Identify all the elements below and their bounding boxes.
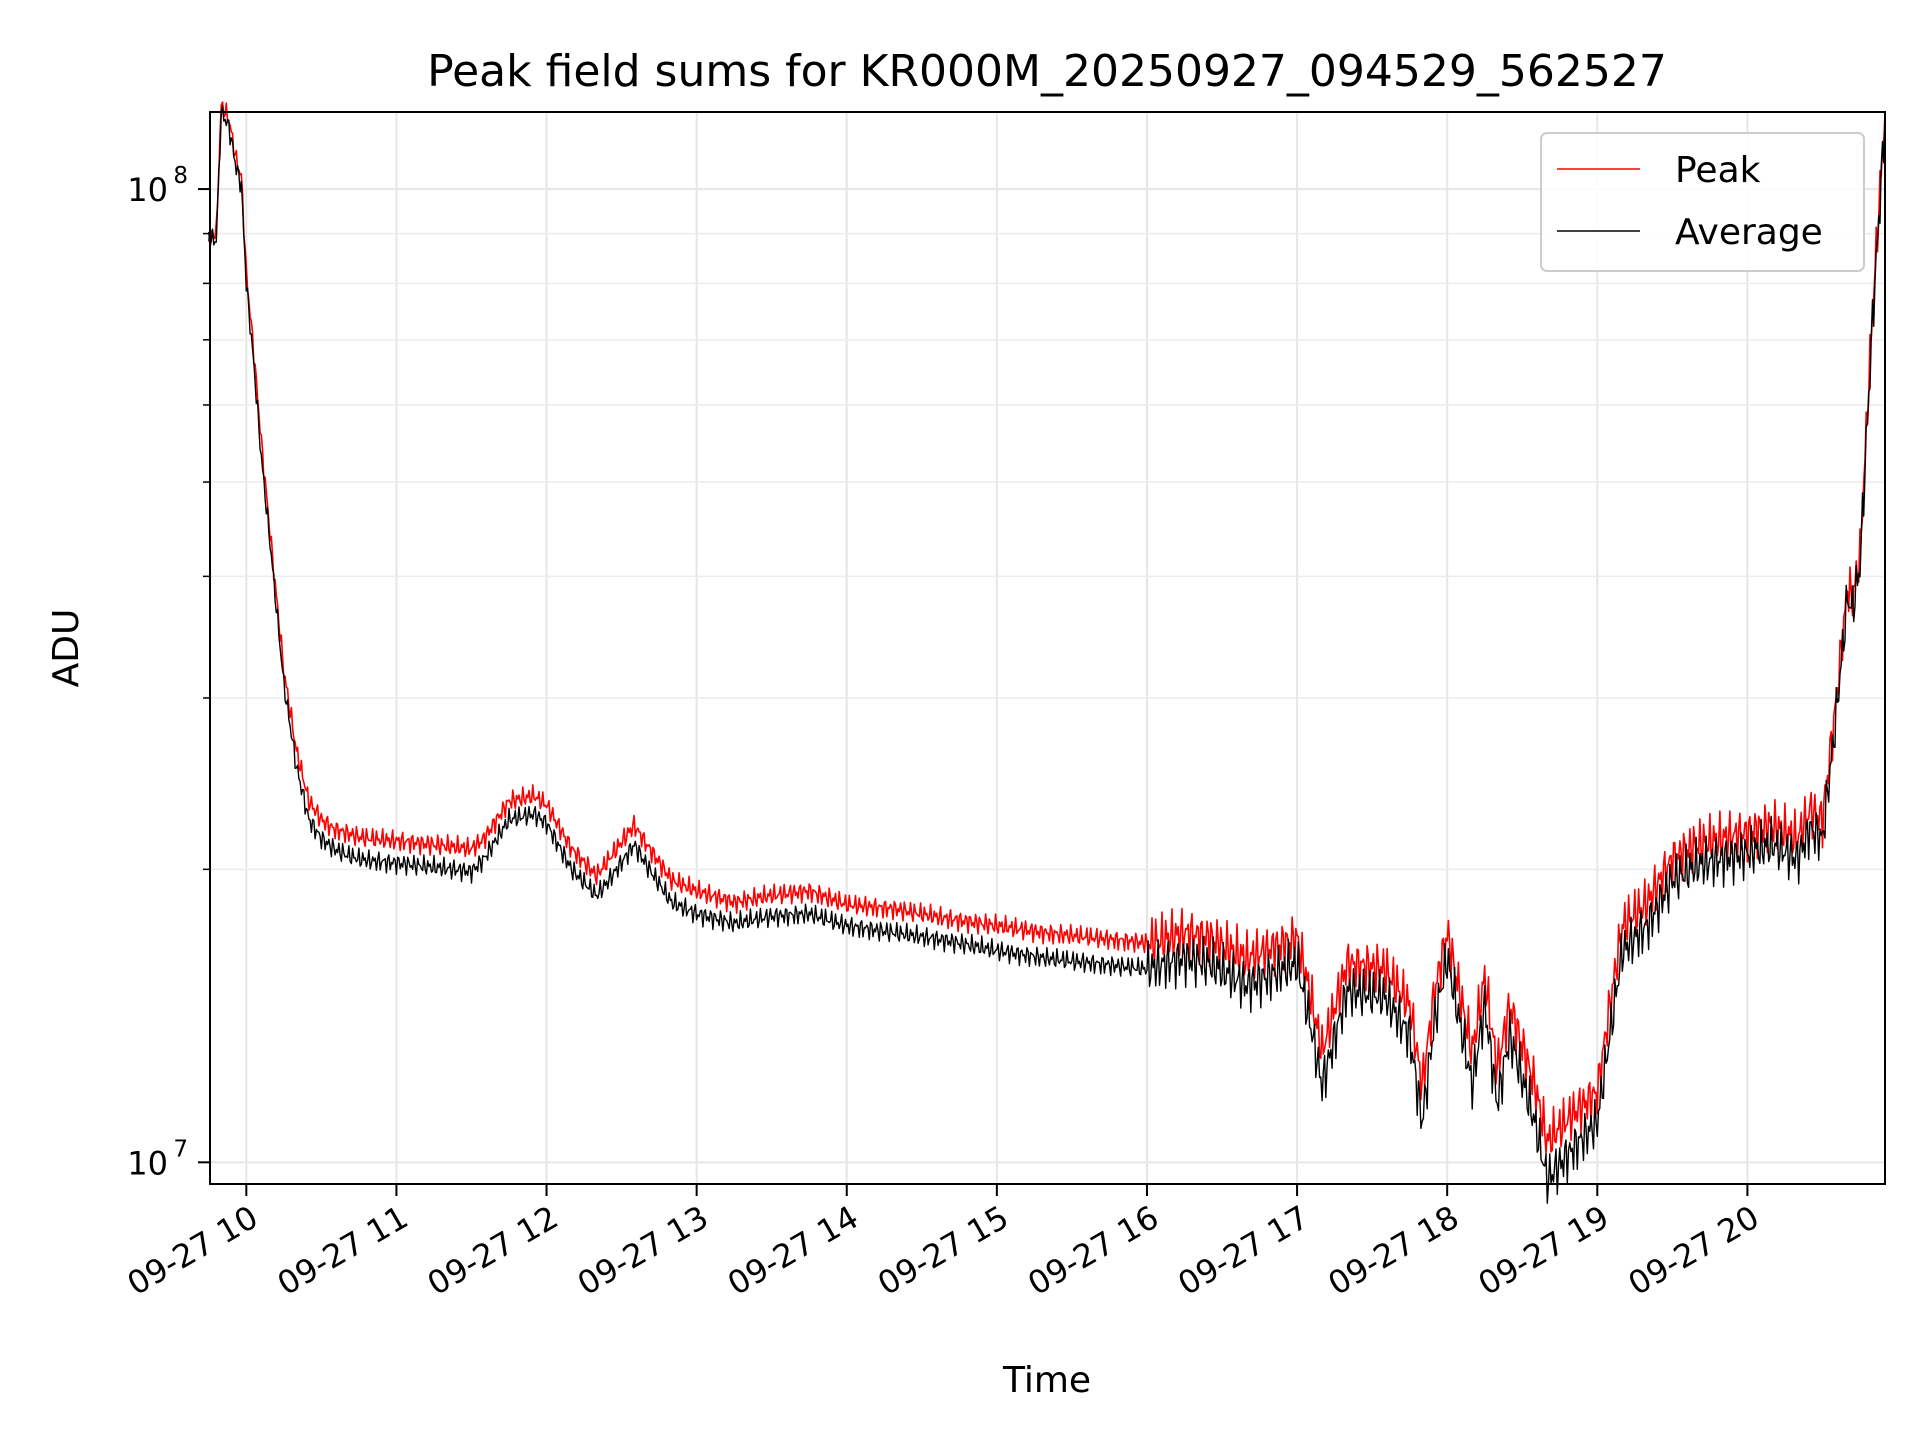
series-line-peak — [208, 101, 1886, 1154]
legend: Peak Average — [1540, 132, 1865, 272]
series-layer — [208, 101, 1886, 1204]
plot-area — [210, 112, 1885, 1184]
legend-label-peak: Peak — [1675, 150, 1761, 191]
x-tick-label: 09-27 17 — [1171, 1198, 1315, 1303]
x-tick-label: 09-27 20 — [1622, 1198, 1766, 1303]
x-tick-label: 09-27 15 — [871, 1198, 1015, 1303]
y-tick-exponent: 8 — [173, 163, 188, 189]
legend-label-average: Average — [1675, 212, 1823, 253]
x-tick-label: 09-27 10 — [121, 1198, 265, 1303]
legend-box — [1540, 132, 1865, 272]
y-tick-exponent: 7 — [173, 1136, 188, 1162]
plot-frame — [209, 111, 1886, 1185]
x-tick-label: 09-27 16 — [1021, 1198, 1165, 1303]
x-tick-label: 09-27 14 — [721, 1198, 865, 1303]
y-axis-label: ADU — [46, 609, 87, 688]
x-tick-label: 09-27 18 — [1322, 1198, 1466, 1303]
y-tick-label: 10 — [127, 1144, 168, 1182]
x-tick-label: 09-27 11 — [271, 1198, 415, 1303]
x-tick-label: 09-27 12 — [421, 1198, 565, 1303]
x-tick-label: 09-27 13 — [571, 1198, 715, 1303]
x-axis-label: Time — [1002, 1360, 1091, 1401]
y-tick-label: 10 — [127, 171, 168, 209]
series-line-average — [208, 105, 1886, 1204]
chart-title: Peak field sums for KR000M_20250927_0945… — [427, 46, 1667, 97]
x-tick-label: 09-27 19 — [1472, 1198, 1616, 1303]
